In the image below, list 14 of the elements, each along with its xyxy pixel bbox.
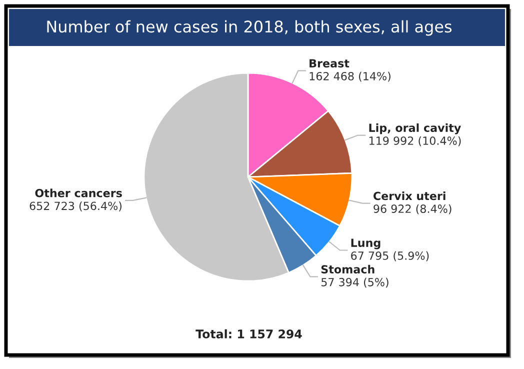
data-label: 119 992 (10.4%): [369, 136, 461, 146]
slice-label: Other cancers: [35, 188, 122, 198]
slice-label: Lung: [351, 238, 380, 250]
data-label: 162 468 (14%): [310, 72, 390, 82]
data-label: 67 795 (5.9%): [351, 251, 429, 262]
text: Total: 1 157 294: [196, 329, 302, 338]
slice-label: Breast: [310, 59, 350, 68]
slice-label: Cervix uteri: [373, 192, 446, 200]
slice-label: Stomach: [321, 264, 374, 274]
slice-label: Lip, oral cavity: [369, 123, 461, 134]
data-label: 652 723 (56.4%): [30, 202, 122, 212]
data-label: 96 922 (8.4%): [374, 204, 452, 214]
data-label: 57 394 (5%): [321, 278, 388, 288]
chart-title: Number of new cases in 2018, both sexes, all ages: [47, 20, 452, 36]
